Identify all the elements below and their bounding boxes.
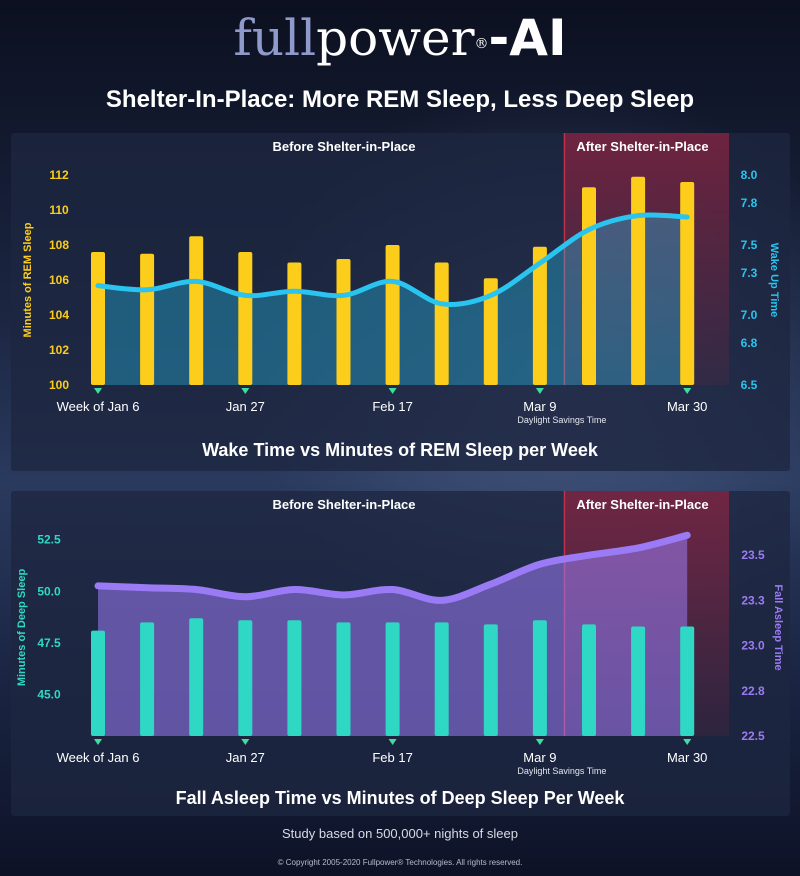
- left-tick-label: 106: [49, 273, 69, 287]
- daylight-savings-annotation: Daylight Savings Time: [517, 766, 606, 776]
- bar-4: [287, 262, 302, 385]
- logo-text-full: full: [233, 9, 317, 67]
- x-tick-label: Week of Jan 6: [57, 399, 140, 414]
- left-tick-label: 52.5: [37, 533, 61, 547]
- left-tick-label: 112: [49, 168, 69, 182]
- x-tick-marker: [241, 739, 250, 745]
- logo-text-power: power: [316, 9, 475, 67]
- bar-11: [631, 176, 646, 385]
- bar-1: [140, 622, 155, 736]
- x-tick-marker: [94, 388, 102, 394]
- left-tick-label: 108: [49, 238, 69, 252]
- rem-chart-panel: Before Shelter-in-Place After Shelter-in-…: [11, 133, 790, 471]
- bar-12: [680, 182, 695, 385]
- trend-line: [94, 531, 691, 604]
- left-axis-title: Minutes of REM Sleep: [22, 222, 34, 337]
- x-tick-label: Mar 30: [667, 399, 707, 414]
- left-tick-label: 102: [49, 343, 69, 357]
- study-note: Study based on 500,000+ nights of sleep: [282, 826, 518, 841]
- rem-wake-chart: Before Shelter-in-Place After Shelter-in-…: [22, 133, 780, 425]
- after-shelter-label: After Shelter-in-Place: [576, 497, 708, 512]
- deep-chart-title: Fall Asleep Time vs Minutes of Deep Slee…: [175, 788, 625, 808]
- before-shelter-label: Before Shelter-in-Place: [272, 497, 415, 512]
- right-tick-label: 6.5: [741, 378, 758, 392]
- right-tick-label: 7.0: [741, 308, 758, 322]
- right-tick-label: 23.5: [741, 548, 765, 562]
- deep-asleep-chart: Before Shelter-in-Place After Shelter-in-…: [16, 491, 784, 776]
- fullpower-ai-logo: fullpower®-AI: [0, 8, 800, 68]
- right-axis-title: Fall Asleep Time: [772, 584, 784, 670]
- right-tick-label: 22.8: [741, 684, 765, 698]
- logo-registered-mark: ®: [474, 36, 489, 52]
- page-title: Shelter-In-Place: More REM Sleep, Less D…: [105, 86, 695, 113]
- bar-0: [91, 630, 105, 736]
- right-axis-title: Wake Up Time: [768, 243, 780, 318]
- right-tick-label: 7.3: [741, 266, 758, 280]
- x-tick-marker: [535, 739, 544, 745]
- bar-3: [238, 620, 253, 736]
- bar-10: [582, 187, 596, 385]
- left-tick-label: 100: [49, 378, 69, 392]
- right-tick-label: 23.0: [741, 639, 765, 653]
- bar-2: [189, 618, 204, 736]
- x-tick-marker: [683, 388, 692, 394]
- bar-8: [483, 624, 498, 736]
- deep-chart-panel: Before Shelter-in-Place After Shelter-in-…: [11, 491, 790, 816]
- right-tick-label: 6.8: [741, 336, 758, 350]
- right-tick-label: 8.0: [741, 168, 758, 182]
- left-tick-label: 50.0: [37, 584, 61, 598]
- left-tick-label: 104: [49, 308, 69, 322]
- bar-0: [91, 252, 105, 385]
- x-tick-marker: [94, 739, 102, 745]
- x-tick-label: Mar 9: [523, 750, 556, 765]
- bar-10: [582, 624, 596, 736]
- x-tick-marker: [535, 388, 544, 394]
- left-axis-title: Minutes of Deep Sleep: [16, 569, 28, 687]
- copyright-notice: © Copyright 2005-2020 Fullpower® Technol…: [277, 858, 523, 867]
- left-tick-label: 110: [49, 203, 69, 217]
- right-tick-label: 7.5: [741, 238, 758, 252]
- logo-text-ai: -AI: [488, 9, 567, 67]
- right-tick-label: 7.8: [741, 196, 758, 210]
- right-tick-label: 22.5: [741, 729, 765, 743]
- x-tick-marker: [388, 739, 397, 745]
- after-shelter-label: After Shelter-in-Place: [576, 139, 708, 154]
- bar-1: [140, 253, 155, 385]
- x-tick-label: Jan 27: [226, 399, 265, 414]
- before-shelter-label: Before Shelter-in-Place: [272, 139, 415, 154]
- bar-6: [385, 245, 400, 385]
- trend-line: [95, 212, 690, 307]
- bar-8: [483, 278, 498, 385]
- x-tick-marker: [388, 388, 397, 394]
- x-tick-marker: [683, 739, 692, 745]
- x-tick-label: Mar 30: [667, 750, 707, 765]
- rem-chart-title: Wake Time vs Minutes of REM Sleep per We…: [202, 440, 598, 460]
- x-tick-label: Week of Jan 6: [57, 750, 140, 765]
- bar-11: [631, 626, 646, 736]
- left-tick-label: 45.0: [37, 688, 61, 702]
- bar-4: [287, 620, 302, 736]
- x-tick-label: Jan 27: [226, 750, 265, 765]
- bar-9: [532, 620, 547, 736]
- bar-7: [434, 622, 449, 736]
- bar-3: [238, 252, 253, 385]
- x-tick-marker: [241, 388, 250, 394]
- bar-7: [434, 262, 449, 385]
- right-tick-label: 23.3: [741, 593, 765, 607]
- bar-9: [532, 246, 547, 385]
- x-tick-label: Mar 9: [523, 399, 556, 414]
- bar-12: [680, 626, 695, 736]
- bar-5: [336, 622, 351, 736]
- x-tick-label: Feb 17: [372, 750, 412, 765]
- bar-2: [189, 236, 204, 385]
- left-tick-label: 47.5: [37, 636, 61, 650]
- x-tick-label: Feb 17: [372, 399, 412, 414]
- bar-6: [385, 622, 400, 736]
- bar-5: [336, 259, 351, 385]
- daylight-savings-annotation: Daylight Savings Time: [517, 415, 606, 425]
